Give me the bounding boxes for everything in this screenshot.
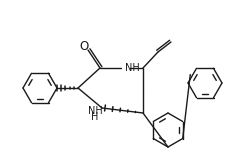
Text: NH: NH bbox=[125, 63, 140, 73]
Text: O: O bbox=[79, 40, 89, 52]
Text: NH: NH bbox=[88, 106, 102, 116]
Text: H: H bbox=[91, 112, 99, 122]
